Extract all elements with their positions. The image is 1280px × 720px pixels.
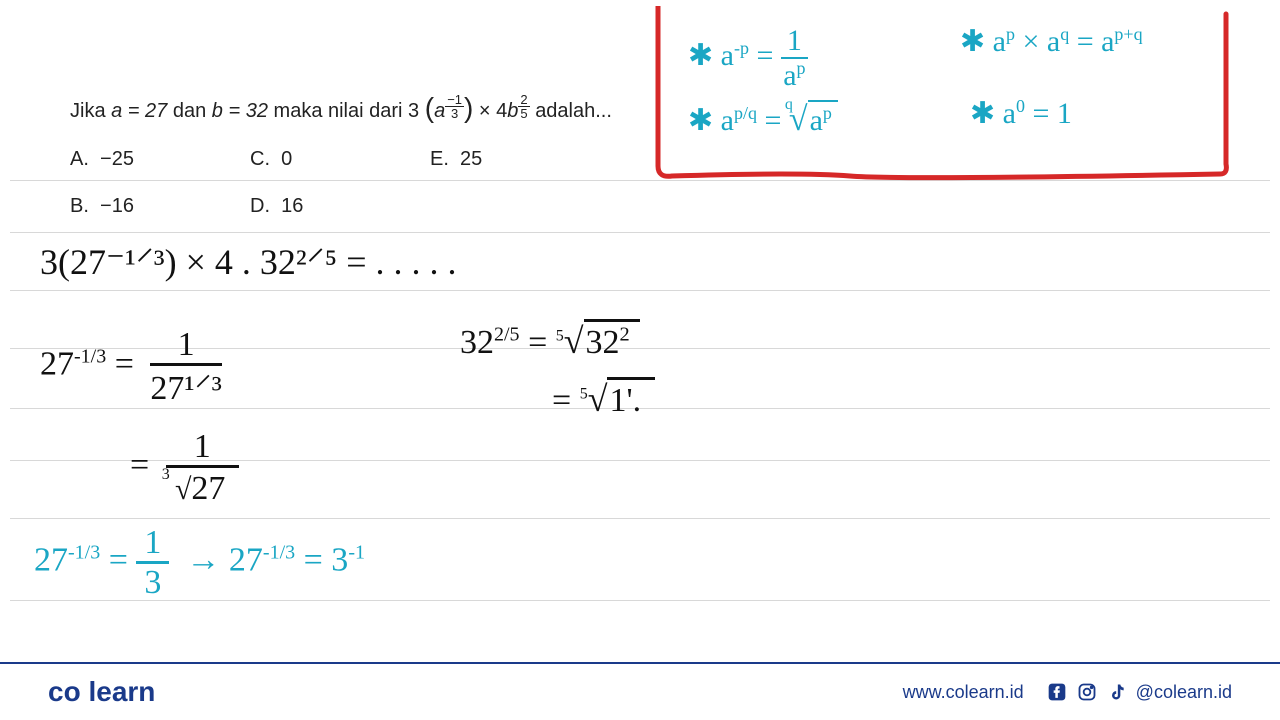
option-c: C. 0 <box>250 148 430 171</box>
q-mid2: maka nilai dari <box>274 100 409 122</box>
option-e: E. 25 <box>430 148 550 171</box>
q-main-before: 3 (a <box>408 100 445 122</box>
hw-blue-line: 27-1/3 = 1 3 → 27-1/3 = 3-1 <box>34 524 365 602</box>
options-grid: A. −25 C. 0 E. 25 B. −16 D. 16 <box>70 148 630 218</box>
option-d: D. 16 <box>250 195 430 218</box>
exp1-den: 3 <box>445 107 464 120</box>
logo-learn: learn <box>88 676 155 707</box>
hw-27a: 27-1/3 = 1 27¹⸍³ <box>40 326 222 408</box>
hint-f4: ✱ a0 = 1 <box>970 96 1072 131</box>
q-prefix: Jika <box>70 100 111 122</box>
footer-url: www.colearn.id <box>903 682 1024 703</box>
exp2-num: 2 <box>518 93 529 107</box>
q-mid: dan <box>173 100 212 122</box>
hint-f3: ✱ ap/q = q√ap <box>688 101 838 139</box>
hw-32a: 322/5 = 5√322 <box>460 320 640 362</box>
exp1-num: 1 <box>455 92 462 107</box>
question-text: Jika a = 27 dan b = 32 maka nilai dari 3… <box>70 92 630 124</box>
hw-line1: 3(27⁻¹⸍³) × 4 . 32²⸍⁵ = . . . . . <box>40 236 457 285</box>
hw-27b: = 1 3√27 <box>130 428 239 508</box>
hw-32b: = 5√1'. <box>552 378 655 420</box>
option-a: A. −25 <box>70 148 250 171</box>
question-block: Jika a = 27 dan b = 32 maka nilai dari 3… <box>70 92 630 218</box>
hint-f2: ✱ ap × aq = ap+q <box>960 24 1143 59</box>
q-a-expr: a = 27 <box>111 100 167 122</box>
option-b: B. −16 <box>70 195 250 218</box>
blue-frac-den: 3 <box>136 564 169 601</box>
instagram-icon <box>1076 681 1098 703</box>
blue-frac-num: 1 <box>136 524 169 564</box>
q-b-expr: b = 32 <box>212 100 268 122</box>
frac1-den: 27¹⸍³ <box>150 366 221 407</box>
social-icons: @colearn.id <box>1046 681 1232 703</box>
frac1-num: 1 <box>150 326 221 366</box>
frac2-num: 1 <box>166 428 239 468</box>
hint-box: ✱ a-p = 1ap ✱ ap × aq = ap+q ✱ ap/q = q√… <box>650 6 1230 176</box>
hint-f1: ✱ a-p = 1ap <box>688 24 808 92</box>
q-suffix: adalah... <box>535 100 612 122</box>
footer: co learn www.colearn.id @colearn.id <box>0 662 1280 720</box>
logo-co: co <box>48 676 81 707</box>
exp1-sign: − <box>447 92 455 107</box>
logo: co learn <box>48 676 155 708</box>
facebook-icon <box>1046 681 1068 703</box>
exp2-den: 5 <box>518 107 529 120</box>
footer-right: www.colearn.id @colearn.id <box>903 681 1232 703</box>
q-main-mid: × 4b <box>479 100 518 122</box>
footer-handle: @colearn.id <box>1136 682 1232 703</box>
tiktok-icon <box>1106 681 1128 703</box>
